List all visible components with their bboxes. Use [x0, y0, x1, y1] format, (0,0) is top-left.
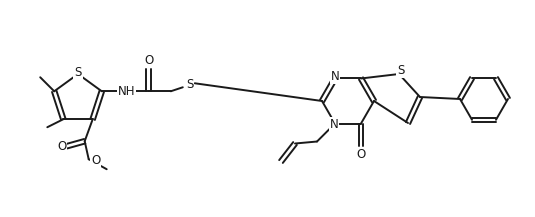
Text: S: S: [186, 78, 194, 91]
Text: N: N: [331, 70, 339, 83]
Text: O: O: [356, 148, 365, 161]
Text: N: N: [330, 118, 338, 131]
Text: O: O: [57, 140, 66, 153]
Text: O: O: [144, 54, 154, 67]
Text: NH: NH: [118, 85, 135, 98]
Text: S: S: [74, 66, 82, 79]
Text: S: S: [398, 64, 404, 77]
Text: O: O: [91, 154, 101, 167]
